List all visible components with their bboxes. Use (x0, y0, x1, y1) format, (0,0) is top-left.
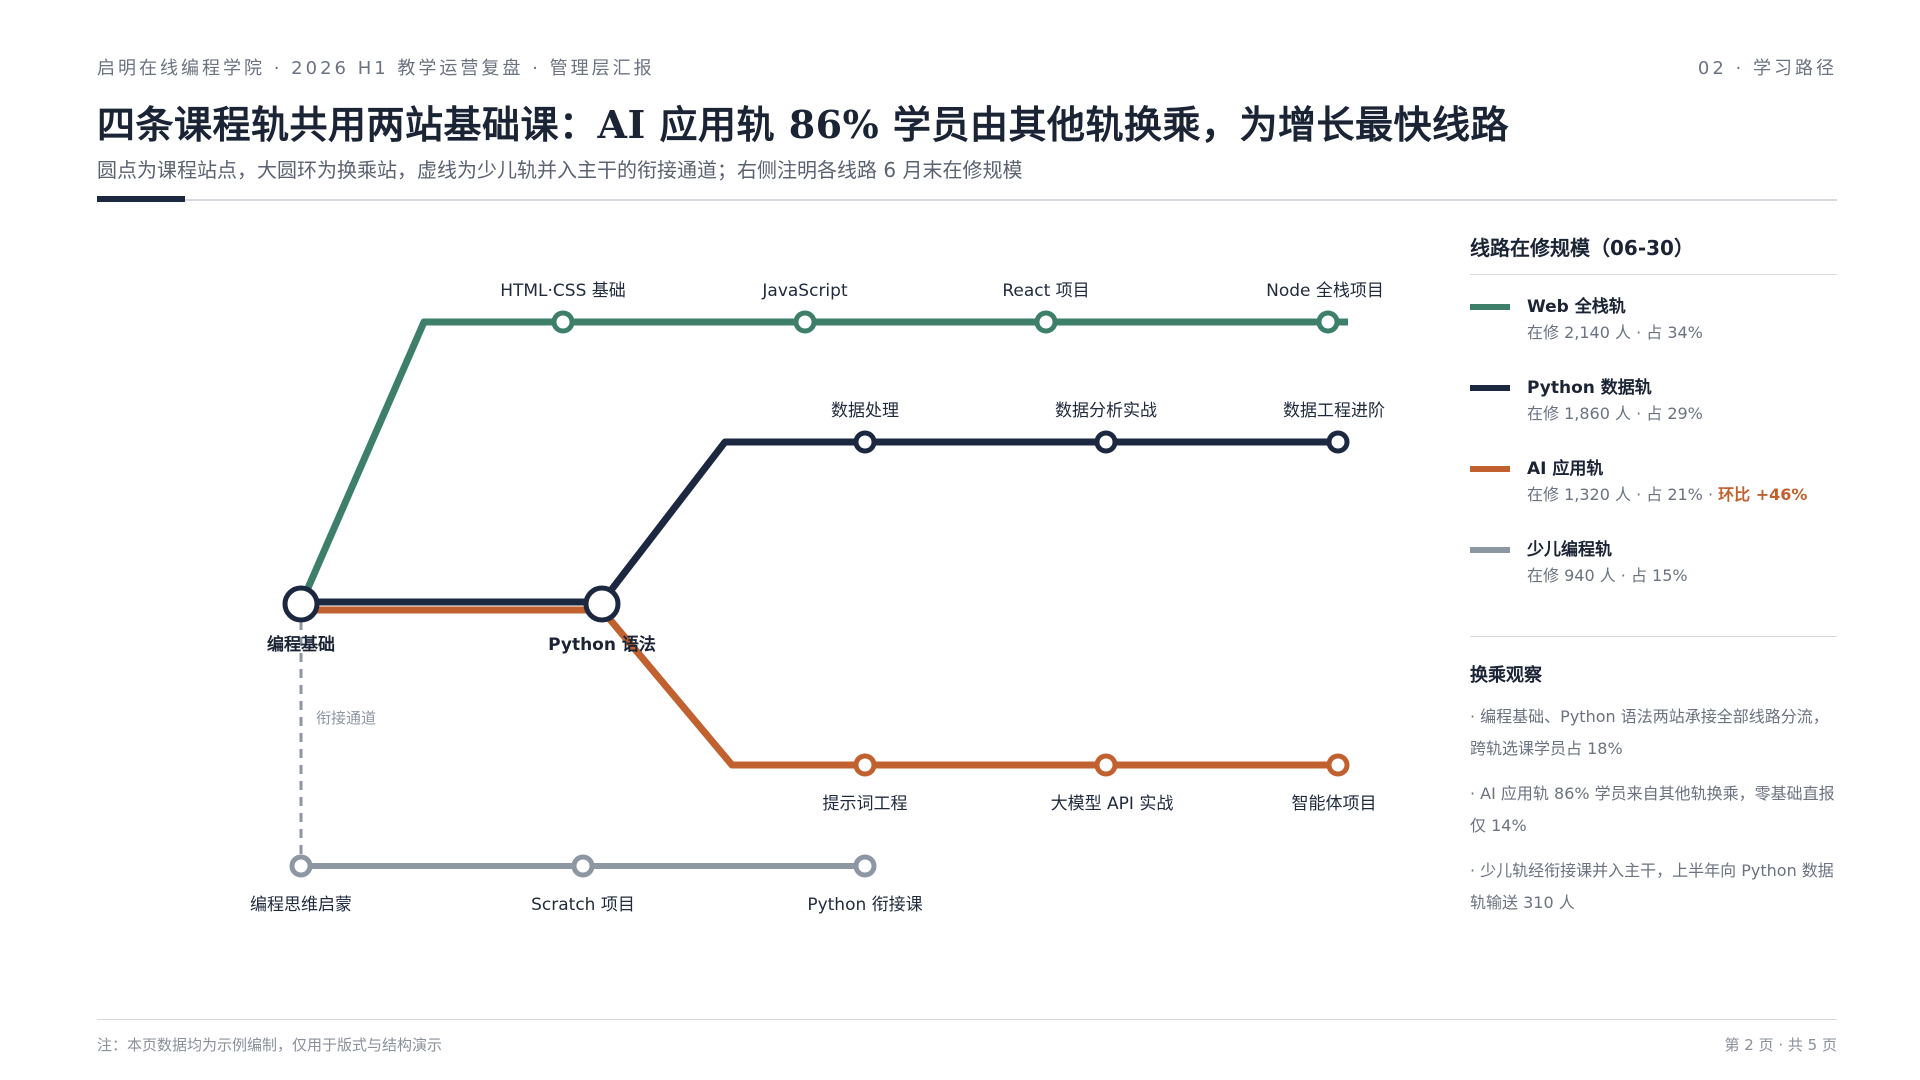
interchange-label-2: Python 语法 (548, 634, 656, 655)
connector-label: 衔接通道 (316, 709, 376, 727)
station-python-1[interactable] (853, 430, 877, 454)
observation-item: · AI 应用轨 86% 学员来自其他轨换乘，零基础直报仅 14% (1470, 784, 1835, 835)
interchange-label-1: 编程基础 (267, 634, 335, 655)
legend-stat: 在修 2,140 人 · 占 34% (1527, 323, 1703, 342)
legend-stat: 在修 940 人 · 占 15% (1527, 566, 1688, 585)
legend-name: Python 数据轨 (1527, 378, 1652, 398)
line-web (297, 318, 1348, 606)
legend-title: 线路在修规模（06-30） (1470, 236, 1694, 260)
station-web-2[interactable] (793, 310, 817, 334)
page-title: 四条课程轨共用两站基础课：AI 应用轨 86% 学员由其他轨换乘，为增长最快线路 (97, 102, 1509, 147)
station-label-ai-3: 智能体项目 (1292, 794, 1377, 814)
page-number: 第 2 页 · 共 5 页 (1724, 1036, 1837, 1054)
growth-highlight: 环比 +46% (1718, 485, 1808, 504)
legend-name: AI 应用轨 (1527, 459, 1604, 479)
observation-item: · 少儿轨经衔接课并入主干，上半年向 Python 数据轨输送 310 人 (1470, 861, 1834, 912)
station-label-ai-2: 大模型 API 实战 (1051, 794, 1174, 814)
legend-name: Web 全栈轨 (1527, 297, 1626, 317)
footer-divider (97, 1019, 1837, 1020)
legend-item-python: Python 数据轨 在修 1,860 人 · 占 29% (1470, 376, 1837, 457)
legend-name: 少儿编程轨 (1527, 540, 1612, 560)
legend-stat: 在修 1,320 人 · 占 21% · 环比 +46% (1527, 483, 1837, 507)
station-web-3[interactable] (1034, 310, 1058, 334)
station-kids-2[interactable] (571, 854, 595, 878)
station-kids-1[interactable] (289, 854, 313, 878)
legend-item-kids: 少儿编程轨 在修 940 人 · 占 15% (1470, 538, 1837, 619)
station-web-1[interactable] (551, 310, 575, 334)
interchange-observations: 换乘观察 · 编程基础、Python 语法两站承接全部线路分流，跨轨选课学员占 … (1470, 636, 1837, 932)
interchange-station-1[interactable] (282, 585, 320, 623)
legend-stat: 在修 1,860 人 · 占 29% (1527, 404, 1703, 423)
station-ai-3[interactable] (1326, 753, 1350, 777)
station-label-kids-2: Scratch 项目 (531, 895, 635, 915)
station-label-python-2: 数据分析实战 (1055, 401, 1157, 421)
station-label-web-3: React 项目 (1002, 281, 1089, 301)
footnote: 注：本页数据均为示例编制，仅用于版式与结构演示 (97, 1036, 443, 1054)
station-label-python-1: 数据处理 (831, 401, 899, 421)
station-python-3[interactable] (1326, 430, 1350, 454)
metro-diagram: 衔接通道 HTML·CSS 基础 JavaScript React 项目 Nod… (250, 281, 1385, 915)
station-label-kids-3: Python 衔接课 (807, 895, 922, 915)
station-label-web-1: HTML·CSS 基础 (500, 281, 626, 301)
station-kids-3[interactable] (853, 854, 877, 878)
station-ai-2[interactable] (1094, 753, 1118, 777)
legend-swatch-web (1470, 304, 1510, 310)
legend-item-ai: AI 应用轨 在修 1,320 人 · 占 21% · 环比 +46% (1470, 457, 1837, 538)
legend-swatch-python (1470, 385, 1510, 391)
page-subtitle: 圆点为课程站点，大圆环为换乘站，虚线为少儿轨并入主干的衔接通道；右侧注明各线路 … (97, 158, 1023, 182)
interchange-station-2[interactable] (583, 585, 621, 623)
header-divider-accent (97, 196, 185, 202)
legend-item-web: Web 全栈轨 在修 2,140 人 · 占 34% (1470, 295, 1837, 376)
station-label-web-2: JavaScript (761, 281, 848, 301)
station-label-web-4: Node 全栈项目 (1266, 281, 1384, 301)
line-python (301, 438, 1338, 606)
section-indicator: 02 · 学习路径 (1697, 58, 1837, 79)
legend-swatch-kids (1470, 547, 1510, 553)
station-ai-1[interactable] (853, 753, 877, 777)
line-legend: 线路在修规模（06-30） Web 全栈轨 在修 2,140 人 · 占 34%… (1470, 232, 1837, 619)
legend-stat-text: 在修 1,320 人 · 占 21% · (1527, 485, 1719, 504)
header-divider (97, 199, 1837, 201)
legend-divider (1470, 274, 1837, 275)
observation-item: · 编程基础、Python 语法两站承接全部线路分流，跨轨选课学员占 18% (1470, 707, 1829, 758)
station-label-ai-1: 提示词工程 (823, 794, 908, 814)
station-python-2[interactable] (1094, 430, 1118, 454)
station-label-kids-1: 编程思维启蒙 (250, 895, 352, 915)
legend-swatch-ai (1470, 466, 1510, 472)
observations-divider (1470, 636, 1837, 637)
line-ai (301, 606, 1338, 769)
observations-title: 换乘观察 (1470, 665, 1542, 686)
header-meta: 启明在线编程学院 · 2026 H1 教学运营复盘 · 管理层汇报 (97, 58, 655, 79)
station-web-4[interactable] (1316, 310, 1340, 334)
station-label-python-3: 数据工程进阶 (1283, 401, 1385, 421)
